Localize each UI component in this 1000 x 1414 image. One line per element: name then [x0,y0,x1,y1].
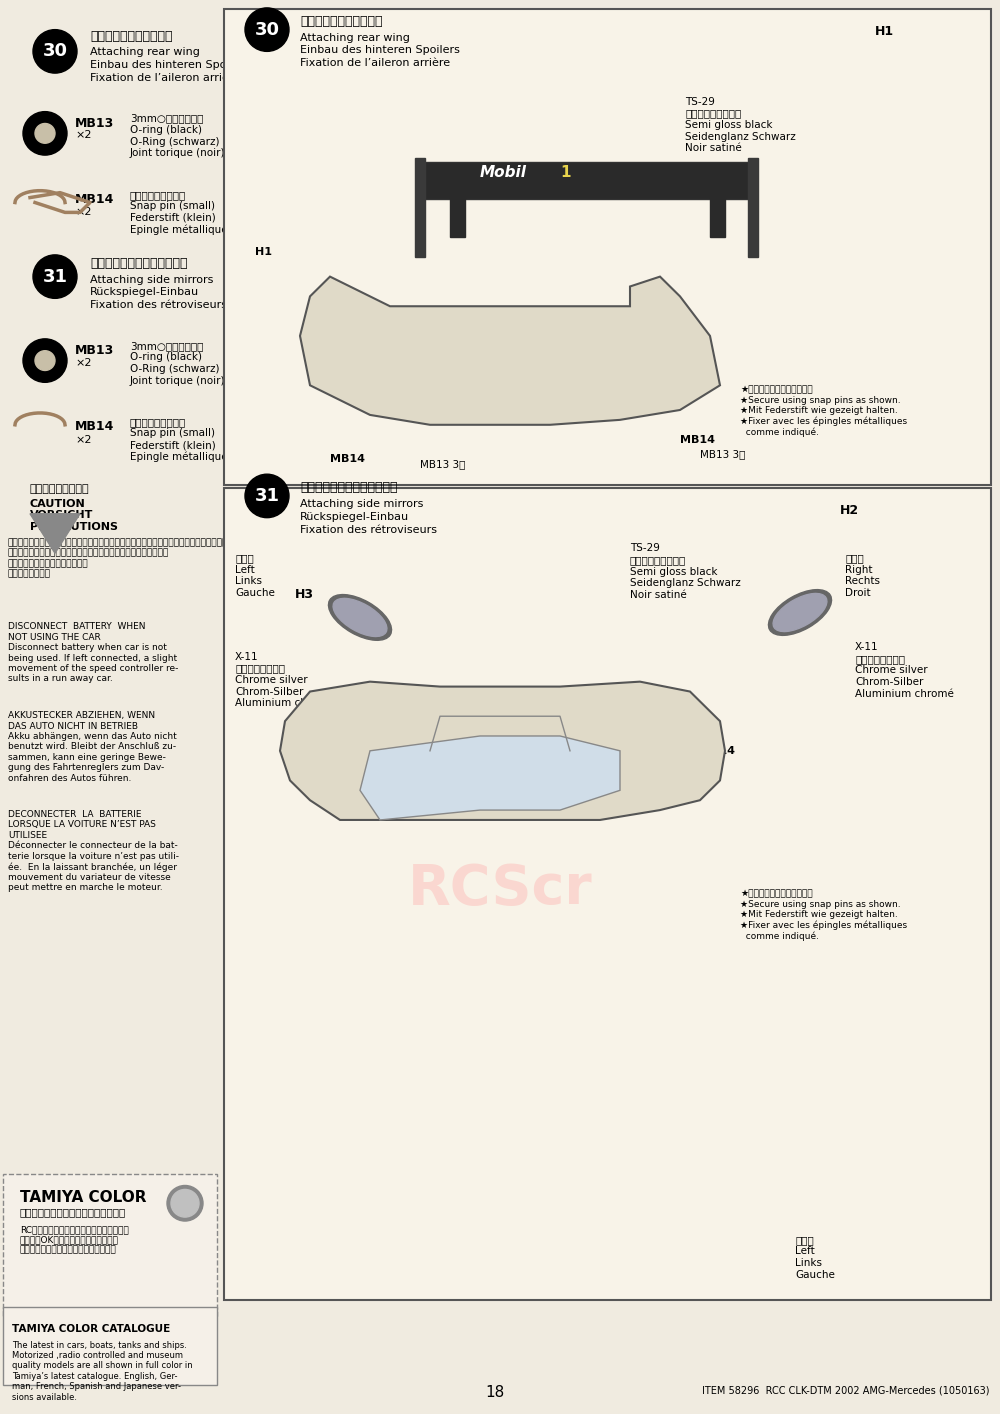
Polygon shape [360,735,620,820]
Text: 《ウイングのとりつけ》: 《ウイングのとりつけ》 [300,14,382,28]
Text: RCScr: RCScr [408,863,592,916]
Text: スナップピン（小）
Snap pin (small)
Federstift (klein)
Epingle métallique (petite): スナップピン（小） Snap pin (small) Federstift (k… [130,417,270,462]
Text: 《左》
Left
Links
Gauche: 《左》 Left Links Gauche [235,553,275,598]
Text: MB13: MB13 [75,344,114,356]
Text: MB13 3㎜: MB13 3㎜ [700,450,745,460]
Text: 30: 30 [254,21,280,38]
Text: H1: H1 [255,247,272,257]
Text: スナップピン（小）
Snap pin (small)
Federstift (klein)
Epingle métallique (petite): スナップピン（小） Snap pin (small) Federstift (k… [130,189,270,235]
Polygon shape [280,682,725,820]
Ellipse shape [333,598,387,636]
Circle shape [33,255,77,298]
Text: ★ボディ内側で固定します。
★Secure using snap pins as shown.
★Mit Federstift wie gezeigt halt: ★ボディ内側で固定します。 ★Secure using snap pins as… [740,385,907,437]
Text: 3mm○リング（黒）
O-ring (black)
O-Ring (schwarz)
Joint torique (noir): 3mm○リング（黒） O-ring (black) O-Ring (schwar… [130,341,226,386]
Text: 18: 18 [485,1386,505,1400]
Text: 走らせない時は必ずバッテリーのコネクターを外してください。走行用バッテリーをつないだまま
でおくと、車が暴走することがあります。走らせないときは、必ず
走行用バ: 走らせない時は必ずバッテリーのコネクターを外してください。走行用バッテリーをつな… [8,539,244,578]
Text: MB14: MB14 [75,420,114,433]
Text: 《バックミラーのとりつけ》: 《バックミラーのとりつけ》 [90,257,188,270]
Text: 《右》
Right
Rechts
Droit: 《右》 Right Rechts Droit [845,553,880,598]
Text: ×2: ×2 [75,358,92,368]
Text: Fixation de l’aileron arrière: Fixation de l’aileron arrière [300,58,450,68]
Text: 《ウイングのとりつけ》: 《ウイングのとりつけ》 [90,30,173,42]
Text: Mobil: Mobil [480,165,527,181]
Ellipse shape [768,590,832,635]
Text: 30: 30 [42,42,68,61]
Text: DECONNECTER  LA  BATTERIE
LORSQUE LA VOITURE N’EST PAS
UTILISEE
Déconnecter le c: DECONNECTER LA BATTERIE LORSQUE LA VOITU… [8,810,179,892]
Text: H3: H3 [295,588,314,601]
Text: ×2: ×2 [75,130,92,140]
Text: X-11
クロームシルバー
Chrome silver
Chrom-Silber
Aluminium chromé: X-11 クロームシルバー Chrome silver Chrom-Silber… [235,652,334,708]
Text: MB14: MB14 [480,711,515,721]
Text: Rückspiegel-Einbau: Rückspiegel-Einbau [300,512,409,522]
Text: MB13 3㎜: MB13 3㎜ [310,761,355,771]
Ellipse shape [328,594,392,641]
Circle shape [245,8,289,51]
Text: MB14: MB14 [680,434,715,444]
FancyBboxPatch shape [3,1307,217,1386]
Circle shape [35,351,55,370]
Circle shape [33,30,77,74]
Text: ×2: ×2 [75,434,92,444]
Text: RCカーのクリヤーボディ用重ね塗り塗料で
吹付けもOK。衝突などにもはがれにく
塗など水洗いができ、手軽に使えます。: RCカーのクリヤーボディ用重ね塗り塗料で 吹付けもOK。衝突などにもはがれにく … [20,1225,129,1254]
Text: Rückspiegel-Einbau: Rückspiegel-Einbau [90,287,199,297]
Text: ★ボディ内側で固定します。
★Secure using snap pins as shown.
★Mit Federstift wie gezeigt halt: ★ボディ内側で固定します。 ★Secure using snap pins as… [740,889,907,940]
Text: Attaching side mirrors: Attaching side mirrors [300,499,423,509]
FancyBboxPatch shape [224,488,991,1299]
Text: H1: H1 [875,24,894,38]
Text: CAUTION
VORSICHT
PRECAUTIONS: CAUTION VORSICHT PRECAUTIONS [30,499,118,532]
Bar [415,158,425,257]
Text: TAMIYA COLOR CATALOGUE: TAMIYA COLOR CATALOGUE [12,1324,170,1333]
Circle shape [167,1185,203,1222]
Text: タミヤカラー（ポリカーボネート用）: タミヤカラー（ポリカーボネート用） [20,1208,126,1217]
Text: TAMIYA COLOR: TAMIYA COLOR [20,1191,146,1205]
Polygon shape [30,513,80,553]
Bar [450,192,465,238]
Text: 《左》
Left
Links
Gauche: 《左》 Left Links Gauche [795,1234,835,1280]
Text: The latest in cars, boats, tanks and ships.
Motorized ,radio controlled and muse: The latest in cars, boats, tanks and shi… [12,1340,193,1401]
Circle shape [35,123,55,143]
Text: MB14: MB14 [330,454,365,464]
Circle shape [23,112,67,156]
FancyBboxPatch shape [3,1174,217,1316]
Text: Fixation des rétroviseurs: Fixation des rétroviseurs [90,300,227,310]
Text: 1: 1 [560,165,570,181]
Text: AKKUSTECKER ABZIEHEN, WENN
DAS AUTO NICHT IN BETRIEB
Akku abhängen, wenn das Aut: AKKUSTECKER ABZIEHEN, WENN DAS AUTO NICH… [8,711,177,783]
Text: Fixation des rétroviseurs: Fixation des rétroviseurs [300,525,437,534]
Text: MB13 3㎜: MB13 3㎜ [420,460,465,469]
Text: 注意してください。: 注意してください。 [30,484,90,493]
Circle shape [23,339,67,382]
Text: DISCONNECT  BATTERY  WHEN
NOT USING THE CAR
Disconnect battery when car is not
b: DISCONNECT BATTERY WHEN NOT USING THE CA… [8,622,178,683]
Text: 《バックミラーのとりつけ》: 《バックミラーのとりつけ》 [300,481,398,493]
Text: X-11
クロームシルバー
Chrome silver
Chrom-Silber
Aluminium chromé: X-11 クロームシルバー Chrome silver Chrom-Silber… [855,642,954,699]
Bar [710,192,725,238]
FancyBboxPatch shape [419,163,751,198]
FancyBboxPatch shape [224,8,991,485]
Text: ITEM 58296  RCC CLK-DTM 2002 AMG-Mercedes (1050163): ITEM 58296 RCC CLK-DTM 2002 AMG-Mercedes… [702,1386,990,1396]
Text: Attaching side mirrors: Attaching side mirrors [90,274,213,284]
Text: 31: 31 [42,267,68,286]
Circle shape [245,474,289,518]
Text: Fixation de l’aileron arrière: Fixation de l’aileron arrière [90,74,240,83]
Text: Attaching rear wing: Attaching rear wing [300,33,410,42]
Text: TS-29
セミグロスブラック
Semi gloss black
Seidenglanz Schwarz
Noir satiné: TS-29 セミグロスブラック Semi gloss black Seideng… [630,543,741,600]
Text: ×2: ×2 [75,208,92,218]
Polygon shape [300,277,720,424]
Ellipse shape [773,594,827,632]
Circle shape [171,1189,199,1217]
Text: 31: 31 [254,486,280,505]
Bar [748,158,758,257]
Text: H2: H2 [840,503,859,518]
Text: 3mm○リング（黒）
O-ring (black)
O-Ring (schwarz)
Joint torique (noir): 3mm○リング（黒） O-ring (black) O-Ring (schwar… [130,113,226,158]
Text: Einbau des hinteren Spoilers: Einbau des hinteren Spoilers [90,61,250,71]
Text: Einbau des hinteren Spoilers: Einbau des hinteren Spoilers [300,45,460,55]
Text: Attaching rear wing: Attaching rear wing [90,48,200,58]
Text: MB14: MB14 [75,192,114,205]
Text: TS-29
セミグロスブラック
Semi gloss black
Seidenglanz Schwarz
Noir satiné: TS-29 セミグロスブラック Semi gloss black Seideng… [685,96,796,153]
Text: MB14: MB14 [700,745,735,756]
Text: MB13: MB13 [75,116,114,130]
